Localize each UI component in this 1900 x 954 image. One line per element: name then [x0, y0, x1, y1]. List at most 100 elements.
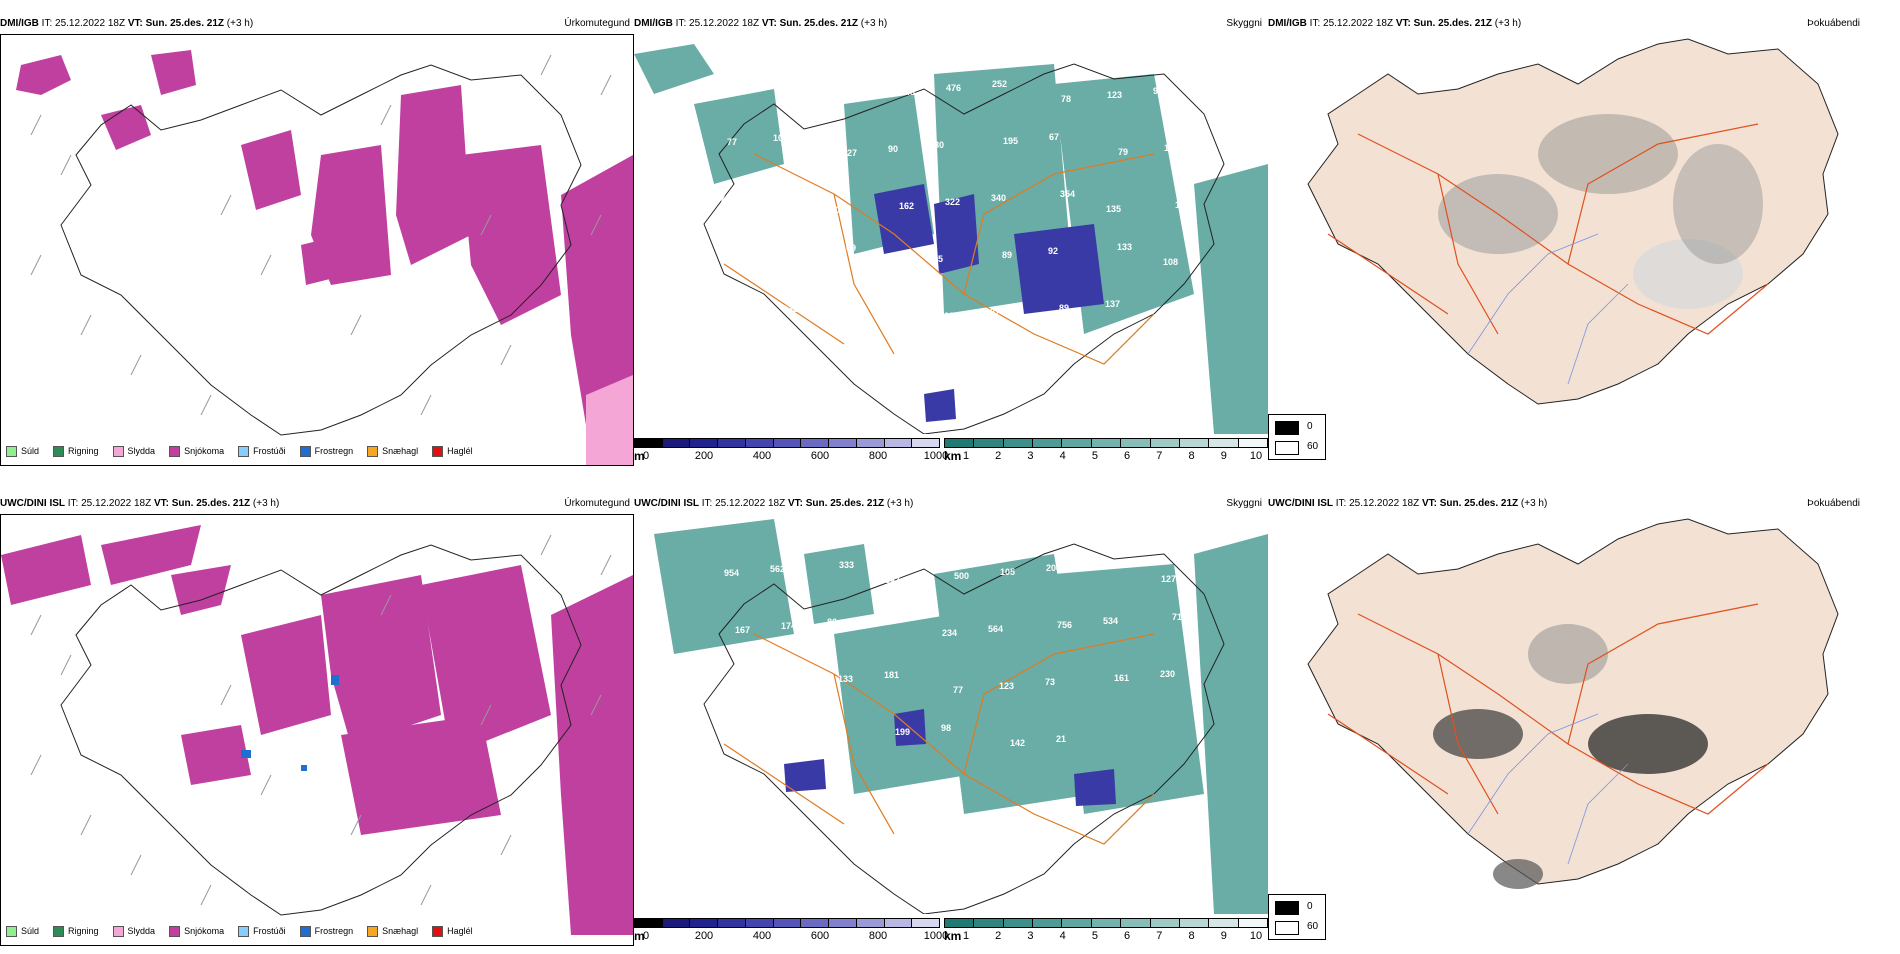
cloudbase-value-label: 296 — [826, 731, 841, 741]
cloudbase-value-label: 227 — [829, 300, 844, 310]
visibility-colorbar-swatch — [1003, 919, 1034, 927]
cloudbase-value-label: 534 — [1103, 616, 1118, 626]
cloudbase-value-label: 431 — [723, 682, 738, 692]
cloudbase-value-label: 77 — [727, 137, 737, 147]
cloudbase-value-label: 80 — [934, 140, 944, 150]
fog-map — [1268, 34, 1900, 454]
cloudbase-value-label: 103 — [830, 205, 845, 215]
cloudbase-value-label: 126 — [1174, 314, 1189, 324]
visibility-colorbar-tick-label: 6 — [1124, 450, 1131, 462]
visibility-colorbar-swatch — [1033, 919, 1063, 927]
cloudbase-value-label: 713 — [1172, 612, 1187, 622]
fog-legend-light-swatch — [1275, 441, 1299, 455]
cloudbase-value-label: 333 — [839, 560, 854, 570]
cloudbase-colorbar-swatch — [856, 439, 885, 447]
cloudbase-colorbar: m 0 200 400 600 800 1000 — [634, 438, 948, 474]
visibility-colorbar-tick-label: 10 — [1249, 930, 1263, 942]
visibility-colorbar-swatch — [1150, 439, 1180, 447]
visibility-colorbar: km 1 2 3 4 5 6 7 8 9 10 — [944, 918, 1268, 954]
cloudbase-value-label: 133 — [783, 304, 798, 314]
cloudbase-colorbar-swatch — [662, 919, 691, 927]
iceland-land — [1307, 518, 1839, 885]
precip-type-legend: Súld Rigning Slydda Snjókoma Frostúði Fr… — [6, 444, 473, 458]
init-time: IT: 25.12.2022 18Z — [67, 498, 152, 509]
snow-areas — [16, 50, 633, 455]
cloudbase-value-label: 108 — [1163, 257, 1178, 267]
cloud-panel-row1: DMI/IGB IT: 25.12.2022 18Z VT: Sun. 25.d… — [634, 14, 1268, 466]
legend-item-freezing-drizzle: Frostúði — [238, 924, 286, 938]
cloudbase-value-label: 315 — [898, 315, 913, 325]
cloudbase-value-label: 85 — [933, 254, 943, 264]
legend-item-sleet: Slydda — [112, 444, 155, 458]
cloudbase-value-label: 156 — [784, 190, 799, 200]
cloudbase-colorbar-tick-label: 0 — [642, 450, 650, 462]
cloudbase-value-label: 79 — [1118, 147, 1128, 157]
wind-barbs — [30, 534, 612, 906]
legend-item-snow: Snjókoma — [169, 924, 224, 938]
valid-time: VT: Sun. 25.des. 21Z — [153, 498, 251, 509]
visibility-colorbar-tick-label: 5 — [1091, 450, 1098, 462]
panel-header: DMI/IGB IT: 25.12.2022 18Z VT: Sun. 25.d… — [0, 14, 634, 34]
cloudbase-colorbar-swatch — [745, 919, 774, 927]
cloudbase-value-label: 135 — [1106, 204, 1121, 214]
model-name: UWC/DINI ISL — [634, 498, 699, 509]
cloudbase-colorbar-swatch — [829, 919, 857, 927]
visibility-colorbar-tick-label: 6 — [1124, 930, 1131, 942]
model-name: DMI/IGB — [1268, 18, 1307, 29]
valid-time: VT: Sun. 25.des. 21Z — [761, 18, 859, 29]
visibility-colorbar-tick-label: 5 — [1091, 930, 1098, 942]
legend-item-freezing-rain: Frostregn — [299, 924, 353, 938]
visibility-unit: km — [944, 929, 962, 943]
cloudbase-value-label: 89 — [1059, 303, 1069, 313]
cloudbase-colorbar-swatch — [884, 439, 913, 447]
cloudbase-colorbar-swatch — [773, 439, 802, 447]
cloudbase-value-label: 77 — [953, 685, 963, 695]
cloudbase-colorbar-swatch — [856, 919, 885, 927]
cloudbase-value-label: 248 — [900, 87, 915, 97]
legend-item-sleet: Slydda — [112, 924, 155, 938]
panel-title: Skyggni — [1226, 498, 1262, 509]
river-network — [1467, 713, 1629, 865]
cloudbase-colorbar-tick-label: 400 — [752, 450, 772, 462]
cloudbase-colorbar-swatch — [662, 439, 691, 447]
legend-item-freezing-drizzle: Frostúði — [238, 444, 286, 458]
panel-header: UWC/DINI ISL IT: 25.12.2022 18Z VT: Sun.… — [0, 494, 634, 514]
fog-legend: 0 60 — [1268, 894, 1326, 940]
cloudbase-value-label: 21 — [1056, 734, 1066, 744]
cloudbase-value-label: 230 — [1160, 669, 1175, 679]
visibility-colorbar-tick-label: 1 — [962, 450, 970, 462]
panel-title: Þokuábendi — [1807, 498, 1860, 509]
panel-header: DMI/IGB IT: 25.12.2022 18Z VT: Sun. 25.d… — [634, 14, 1268, 34]
cloudbase-colorbar-swatch — [690, 439, 719, 447]
fog-legend-light-label: 60 — [1307, 921, 1319, 932]
valid-time: VT: Sun. 25.des. 21Z — [1421, 498, 1519, 509]
cloudbase-unit: m — [634, 449, 645, 463]
cloudbase-value-label: 105 — [1000, 567, 1015, 577]
init-time: IT: 25.12.2022 18Z — [675, 18, 760, 29]
lead-time: (+3 h) — [886, 498, 914, 509]
cloudbase-value-label: 322 — [945, 197, 960, 207]
visibility-colorbar-tick-label: 3 — [1027, 450, 1034, 462]
cloudbase-value-label: 500 — [954, 571, 969, 581]
cloudbase-value-label: 295 — [769, 678, 784, 688]
road-network — [1327, 123, 1769, 335]
iceland-coastline — [60, 64, 582, 436]
legend-item-drizzle: Súld — [6, 444, 39, 458]
fog-map — [1268, 514, 1900, 934]
panel-header: UWC/DINI ISL IT: 25.12.2022 18Z VT: Sun.… — [1268, 494, 1900, 514]
cloudbase-value-label: 181 — [884, 670, 899, 680]
visibility-colorbar-tick-label: 4 — [1059, 450, 1066, 462]
cloudbase-value-label: 133 — [1117, 242, 1132, 252]
panel-title: Úrkomutegund — [564, 18, 630, 29]
panel-title: Þokuábendi — [1807, 18, 1860, 29]
legend-item-rain: Rigning — [53, 444, 99, 458]
cloudbase-value-label: 73 — [1045, 677, 1055, 687]
cloud-map: 954 562 333 547 500 105 204 505 127 167 174 86 243 23… — [634, 514, 1268, 914]
cloudbase-value-label: 137 — [772, 247, 787, 257]
visibility-colorbar-swatch — [1003, 439, 1034, 447]
visibility-colorbar-tick-label: 2 — [995, 450, 1002, 462]
visibility-colorbar-tick-label: 1 — [962, 930, 970, 942]
cloudbase-value-label: 354 — [1060, 189, 1075, 199]
visibility-colorbar-tick-label: 9 — [1220, 450, 1227, 462]
cloudbase-value-label: 276 — [785, 95, 800, 105]
